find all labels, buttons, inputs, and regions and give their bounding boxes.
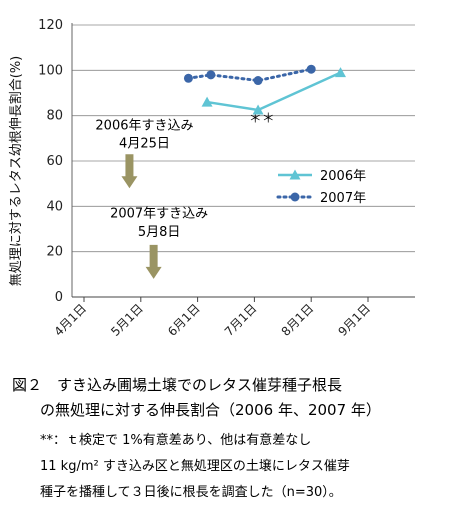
legend-marker [290, 192, 300, 202]
y-tick-labels: 0 20 40 60 80 100 120 [38, 18, 63, 305]
series [183, 64, 347, 115]
data-point [306, 64, 316, 74]
arrow [121, 154, 138, 189]
series-line-1 [186, 67, 313, 83]
data-point [253, 76, 263, 86]
x-tick-label: 7月1日 [222, 301, 260, 339]
caption-line-1: 図２ すき込み圃場土壌でのレタス催芽種子根長 [12, 376, 343, 394]
y-tick-label: 20 [46, 245, 63, 260]
legend: 2006年 2007年 [276, 169, 366, 206]
arrow [145, 244, 162, 279]
x-tick-label: 6月1日 [165, 301, 203, 339]
y-tick-label: 40 [46, 199, 63, 214]
legend-marker [289, 169, 301, 180]
legend-label: 2006年 [320, 169, 366, 184]
y-tick-label: 100 [38, 63, 63, 78]
chart: 0 20 40 60 80 100 120 4月1日 5月1日 6月1日 7月1日 8月1日 9月1日… [8, 18, 415, 339]
x-tick-labels: 4月1日 5月1日 6月1日 7月1日 8月1日 9月1日 [51, 301, 373, 339]
y-tick-label: 80 [46, 109, 63, 124]
annotation-label: 4月25日 [119, 136, 170, 151]
x-tick-label: 8月1日 [279, 301, 317, 339]
annotations: ＊＊ 2006年すき込み 4月25日 2007年すき込み 5月8日 [95, 111, 274, 239]
data-point [201, 96, 213, 107]
annotation-label: 5月8日 [138, 225, 181, 240]
y-axis-label: 無処理に対するレタス幼根伸長割合(%) [8, 56, 24, 287]
caption-note-method-2: 種子を播種して３日後に根長を調査した（n=30）。 [40, 485, 342, 500]
axes [71, 23, 415, 302]
arrows [121, 154, 162, 279]
annotation-label: 2006年すき込み [95, 118, 193, 133]
y-tick-label: 120 [38, 18, 63, 33]
annotation-label: 2007年すき込み [110, 207, 208, 222]
legend-label: 2007年 [320, 191, 366, 206]
data-point [335, 67, 347, 78]
data-point [252, 104, 264, 115]
caption-line-2: の無処理に対する伸長割合（2006 年、2007 年） [40, 401, 381, 419]
caption-note-significance: **：ｔ検定で 1%有意差あり、他は有意差なし [40, 433, 312, 448]
x-tick-label: 9月1日 [335, 301, 373, 339]
data-point [206, 70, 216, 80]
y-tick-label: 60 [46, 154, 63, 169]
caption-note-method-1: 11 kg/m² すき込み区と無処理区の土壌にレタス催芽 [40, 459, 350, 474]
data-point [183, 73, 193, 83]
y-tick-label: 0 [55, 290, 63, 305]
x-tick-label: 4月1日 [51, 301, 89, 339]
annotation-label: ＊＊ [249, 111, 275, 126]
x-tick-label: 5月1日 [108, 301, 146, 339]
